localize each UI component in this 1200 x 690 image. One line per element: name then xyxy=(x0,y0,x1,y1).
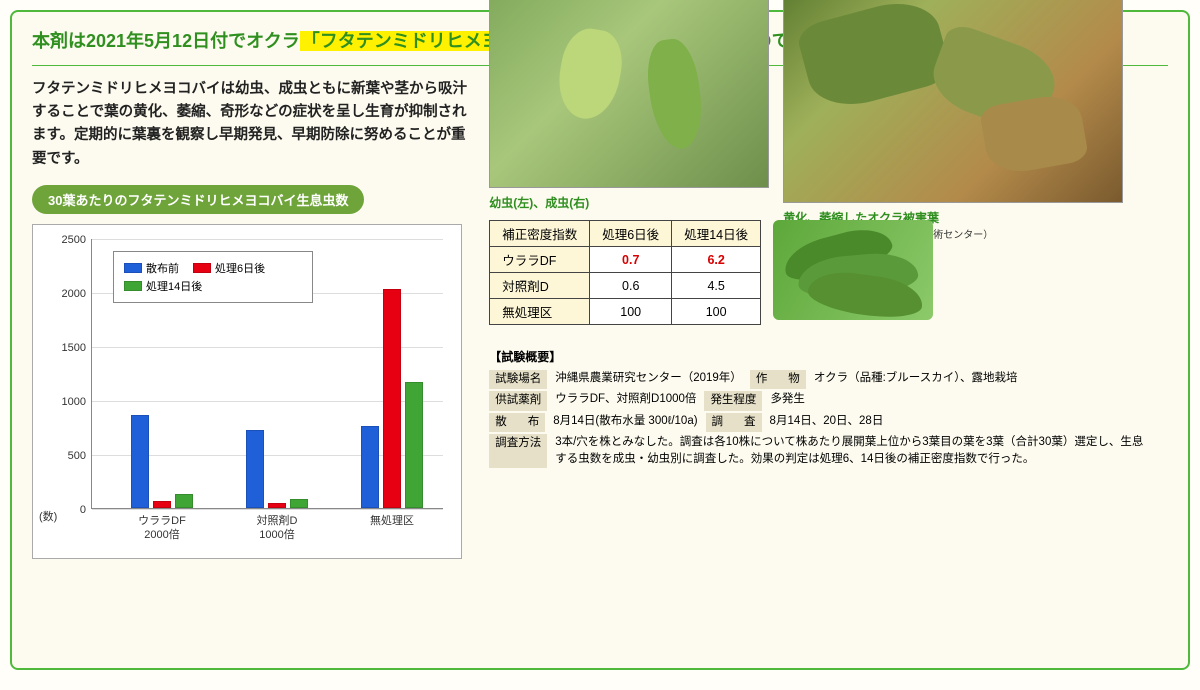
y-tick-label: 1000 xyxy=(62,396,92,408)
overview-value: オクラ（品種:ブルースカイ）、露地栽培 xyxy=(814,370,1018,389)
overview-label: 作 物 xyxy=(750,370,806,389)
body-text: フタテンミドリヒメヨコバイは幼虫、成虫ともに新葉や茎から吸汁することで葉の黄化、… xyxy=(32,78,471,171)
legend-label: 処理14日後 xyxy=(146,278,202,294)
overview-pair: 作 物オクラ（品種:ブルースカイ）、露地栽培 xyxy=(750,370,1018,389)
overview-method-row: 調査方法 3本/穴を株とみなした。調査は各10株について株あたり展開葉上位から3… xyxy=(489,434,1169,469)
overview-row: 散 布 8月14日(散布水量 300ℓ/10a) 調 査 8月14日、20日、28日 xyxy=(489,413,1169,432)
cell: 0.7 xyxy=(590,247,672,273)
overview-pair: 供試薬剤ウララDF、対照剤D1000倍 xyxy=(489,391,696,410)
x-label: ウララDF2000倍 xyxy=(112,508,212,543)
density-section: 補正密度指数処理6日後処理14日後ウララDF0.76.2対照剤D0.64.5無処… xyxy=(489,220,933,325)
damaged-leaf-photo xyxy=(783,0,1123,203)
x-label: 対照剤D1000倍 xyxy=(227,508,327,543)
row-name: 対照剤D xyxy=(490,273,590,299)
cell: 6.2 xyxy=(672,247,761,273)
overview-method-label: 調査方法 xyxy=(489,434,547,469)
cell: 0.6 xyxy=(590,273,672,299)
overview-value: 沖縄県農業研究センター（2019年） xyxy=(555,370,742,389)
row-name: 無処理区 xyxy=(490,299,590,325)
bar-d6 xyxy=(383,289,401,508)
overview-rows: 試験場名沖縄県農業研究センター（2019年） 作 物オクラ（品種:ブルースカイ）、… xyxy=(489,370,1169,432)
overview-row: 試験場名沖縄県農業研究センター（2019年） 作 物オクラ（品種:ブルースカイ）、… xyxy=(489,370,1169,389)
left-column: フタテンミドリヒメヨコバイは幼虫、成虫ともに新葉や茎から吸汁することで葉の黄化、… xyxy=(32,78,471,559)
cell: 100 xyxy=(590,299,672,325)
table-row: 無処理区100100 xyxy=(490,299,761,325)
table-header: 補正密度指数 xyxy=(490,221,590,247)
chart-legend: 散布前 処理6日後 処理14日後 xyxy=(113,251,313,303)
image-row: 幼虫(左)、成虫(右) 黄化、萎縮したオクラ被害葉 （写真提供：沖縄県病害虫防除… xyxy=(489,0,1123,241)
photo-block-2: 黄化、萎縮したオクラ被害葉 （写真提供：沖縄県病害虫防除技術センター） xyxy=(783,0,1123,241)
overview-label: 発生程度 xyxy=(704,391,762,410)
columns: フタテンミドリヒメヨコバイは幼虫、成虫ともに新葉や茎から吸汁することで葉の黄化、… xyxy=(32,78,1168,559)
okra-photo xyxy=(773,220,933,320)
bar-chart: 05001000150020002500ウララDF2000倍対照剤D1000倍無… xyxy=(32,224,462,559)
overview-value: 多発生 xyxy=(770,391,805,410)
bar-d14 xyxy=(175,494,193,508)
legend-item-d14: 処理14日後 xyxy=(124,278,202,294)
insect-photo xyxy=(489,0,769,188)
legend-label: 処理6日後 xyxy=(215,260,265,276)
overview-value: ウララDF、対照剤D1000倍 xyxy=(555,391,696,410)
cell: 4.5 xyxy=(672,273,761,299)
table-row: 対照剤D0.64.5 xyxy=(490,273,761,299)
gridline: 2500 xyxy=(92,239,443,240)
overview-value: 8月14日(散布水量 300ℓ/10a) xyxy=(553,413,697,432)
legend-item-d6: 処理6日後 xyxy=(193,260,265,276)
trial-overview: 【試験概要】 試験場名沖縄県農業研究センター（2019年） 作 物オクラ（品種:ブ… xyxy=(489,348,1169,468)
table-header: 処理6日後 xyxy=(590,221,672,247)
swatch-icon xyxy=(124,281,142,291)
bar-pre xyxy=(361,426,379,508)
table-row: ウララDF0.76.2 xyxy=(490,247,761,273)
overview-pair: 散 布 8月14日(散布水量 300ℓ/10a) xyxy=(489,413,697,432)
bar-group: ウララDF2000倍 xyxy=(122,415,202,508)
chart-title-badge: 30葉あたりのフタテンミドリヒメヨコバイ生息虫数 xyxy=(32,185,364,214)
y-axis-label: (数) xyxy=(39,508,57,524)
y-tick-label: 0 xyxy=(80,504,92,516)
y-tick-label: 2000 xyxy=(62,288,92,300)
overview-pair: 調 査 8月14日、20日、28日 xyxy=(706,413,884,432)
bar-pre xyxy=(131,415,149,508)
overview-method-text: 3本/穴を株とみなした。調査は各10株について株あたり展開葉上位から3葉目の葉を… xyxy=(555,434,1145,469)
x-label: 無処理区 xyxy=(342,508,442,528)
density-table: 補正密度指数処理6日後処理14日後ウララDF0.76.2対照剤D0.64.5無処… xyxy=(489,220,761,325)
table-header: 処理14日後 xyxy=(672,221,761,247)
overview-pair: 試験場名沖縄県農業研究センター（2019年） xyxy=(489,370,742,389)
headline-text-1: 本剤は2021年5月12日付でオクラ xyxy=(32,31,300,51)
right-column: 幼虫(左)、成虫(右) 黄化、萎縮したオクラ被害葉 （写真提供：沖縄県病害虫防除… xyxy=(489,78,1168,559)
overview-label: 散 布 xyxy=(489,413,545,432)
bar-d14 xyxy=(290,499,308,508)
overview-value: 8月14日、20日、28日 xyxy=(770,413,884,432)
overview-label: 供試薬剤 xyxy=(489,391,547,410)
bar-pre xyxy=(246,430,264,508)
overview-pair: 発生程度多発生 xyxy=(704,391,805,410)
legend-item-pre: 散布前 xyxy=(124,260,179,276)
photo1-caption: 幼虫(左)、成虫(右) xyxy=(489,194,769,211)
overview-row: 供試薬剤ウララDF、対照剤D1000倍発生程度多発生 xyxy=(489,391,1169,410)
overview-title: 【試験概要】 xyxy=(489,348,1169,366)
y-tick-label: 500 xyxy=(68,450,92,462)
bar-d14 xyxy=(405,382,423,507)
overview-label: 試験場名 xyxy=(489,370,547,389)
document-frame: 本剤は2021年5月12日付でオクラ「フタテンミドリヒメヨコバイ」が適用拡大され… xyxy=(10,10,1190,670)
photo-block-1: 幼虫(左)、成虫(右) xyxy=(489,0,769,241)
y-tick-label: 2500 xyxy=(62,234,92,246)
bar-group: 対照剤D1000倍 xyxy=(237,430,317,508)
row-name: ウララDF xyxy=(490,247,590,273)
swatch-icon xyxy=(124,263,142,273)
bar-group: 無処理区 xyxy=(352,289,432,508)
cell: 100 xyxy=(672,299,761,325)
overview-label: 調 査 xyxy=(706,413,762,432)
legend-label: 散布前 xyxy=(146,260,179,276)
y-tick-label: 1500 xyxy=(62,342,92,354)
swatch-icon xyxy=(193,263,211,273)
